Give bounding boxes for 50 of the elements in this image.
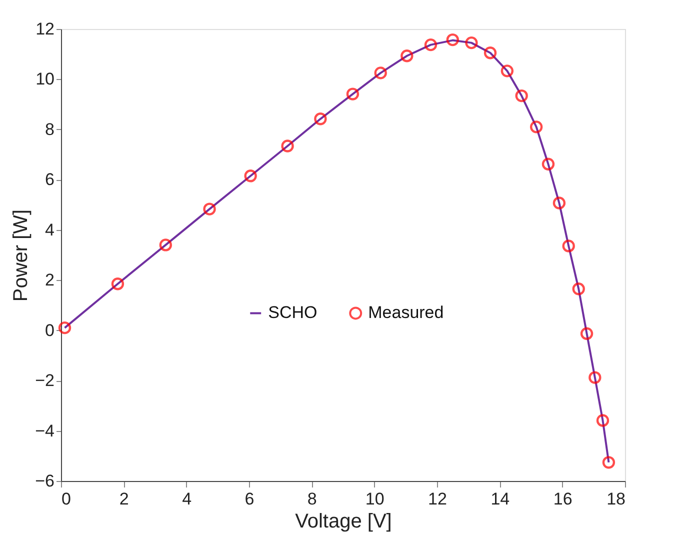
point	[562, 240, 575, 252]
point	[572, 282, 585, 296]
y-tick-label: 2	[45, 270, 54, 290]
point	[596, 414, 610, 427]
point	[159, 238, 172, 252]
point	[465, 36, 478, 50]
point	[244, 170, 257, 182]
point	[580, 327, 594, 340]
y-tick-label: 10	[36, 70, 54, 89]
point	[424, 38, 438, 52]
x-tick-label: 12	[428, 490, 447, 508]
x-tick-label: 6	[244, 490, 254, 508]
point	[542, 158, 555, 170]
x-tick-label: 16	[553, 490, 572, 508]
point	[400, 50, 414, 62]
point	[374, 66, 387, 80]
x-tick-label: 8	[307, 490, 317, 508]
point	[602, 456, 616, 469]
point	[500, 64, 514, 78]
y-axis-title: Power [W]	[10, 209, 32, 302]
y-tick-label: 6	[45, 170, 54, 190]
x-axis-title: Voltage [V]	[295, 510, 392, 532]
point	[281, 140, 294, 152]
point	[484, 46, 497, 60]
y-tick-label: −4	[35, 421, 54, 440]
legend-label: SCHO	[268, 303, 318, 322]
x-tick-label: 2	[119, 490, 129, 508]
point	[111, 278, 124, 290]
point	[515, 89, 528, 102]
point	[530, 120, 543, 134]
y-tick-label: 4	[45, 220, 54, 240]
point	[446, 33, 460, 46]
x-tick-label: 10	[365, 490, 384, 508]
y-tick-label: −6	[35, 472, 54, 490]
x-tick-label: 0	[62, 490, 71, 508]
legend-label: Measured	[368, 303, 444, 322]
x-tick-label: 14	[490, 490, 510, 508]
y-tick-label: 12	[36, 20, 54, 38]
x-tick-label: 4	[182, 490, 192, 508]
y-tick-label: 0	[45, 320, 54, 340]
line-series	[64, 39, 610, 464]
point	[346, 88, 360, 100]
x-tick-label: 18	[606, 490, 626, 508]
y-tick-label: −2	[35, 371, 54, 390]
y-tick-label: 8	[45, 120, 54, 139]
point	[58, 321, 72, 334]
point	[314, 112, 327, 126]
point	[552, 196, 566, 210]
point	[203, 202, 216, 216]
point	[588, 371, 602, 384]
